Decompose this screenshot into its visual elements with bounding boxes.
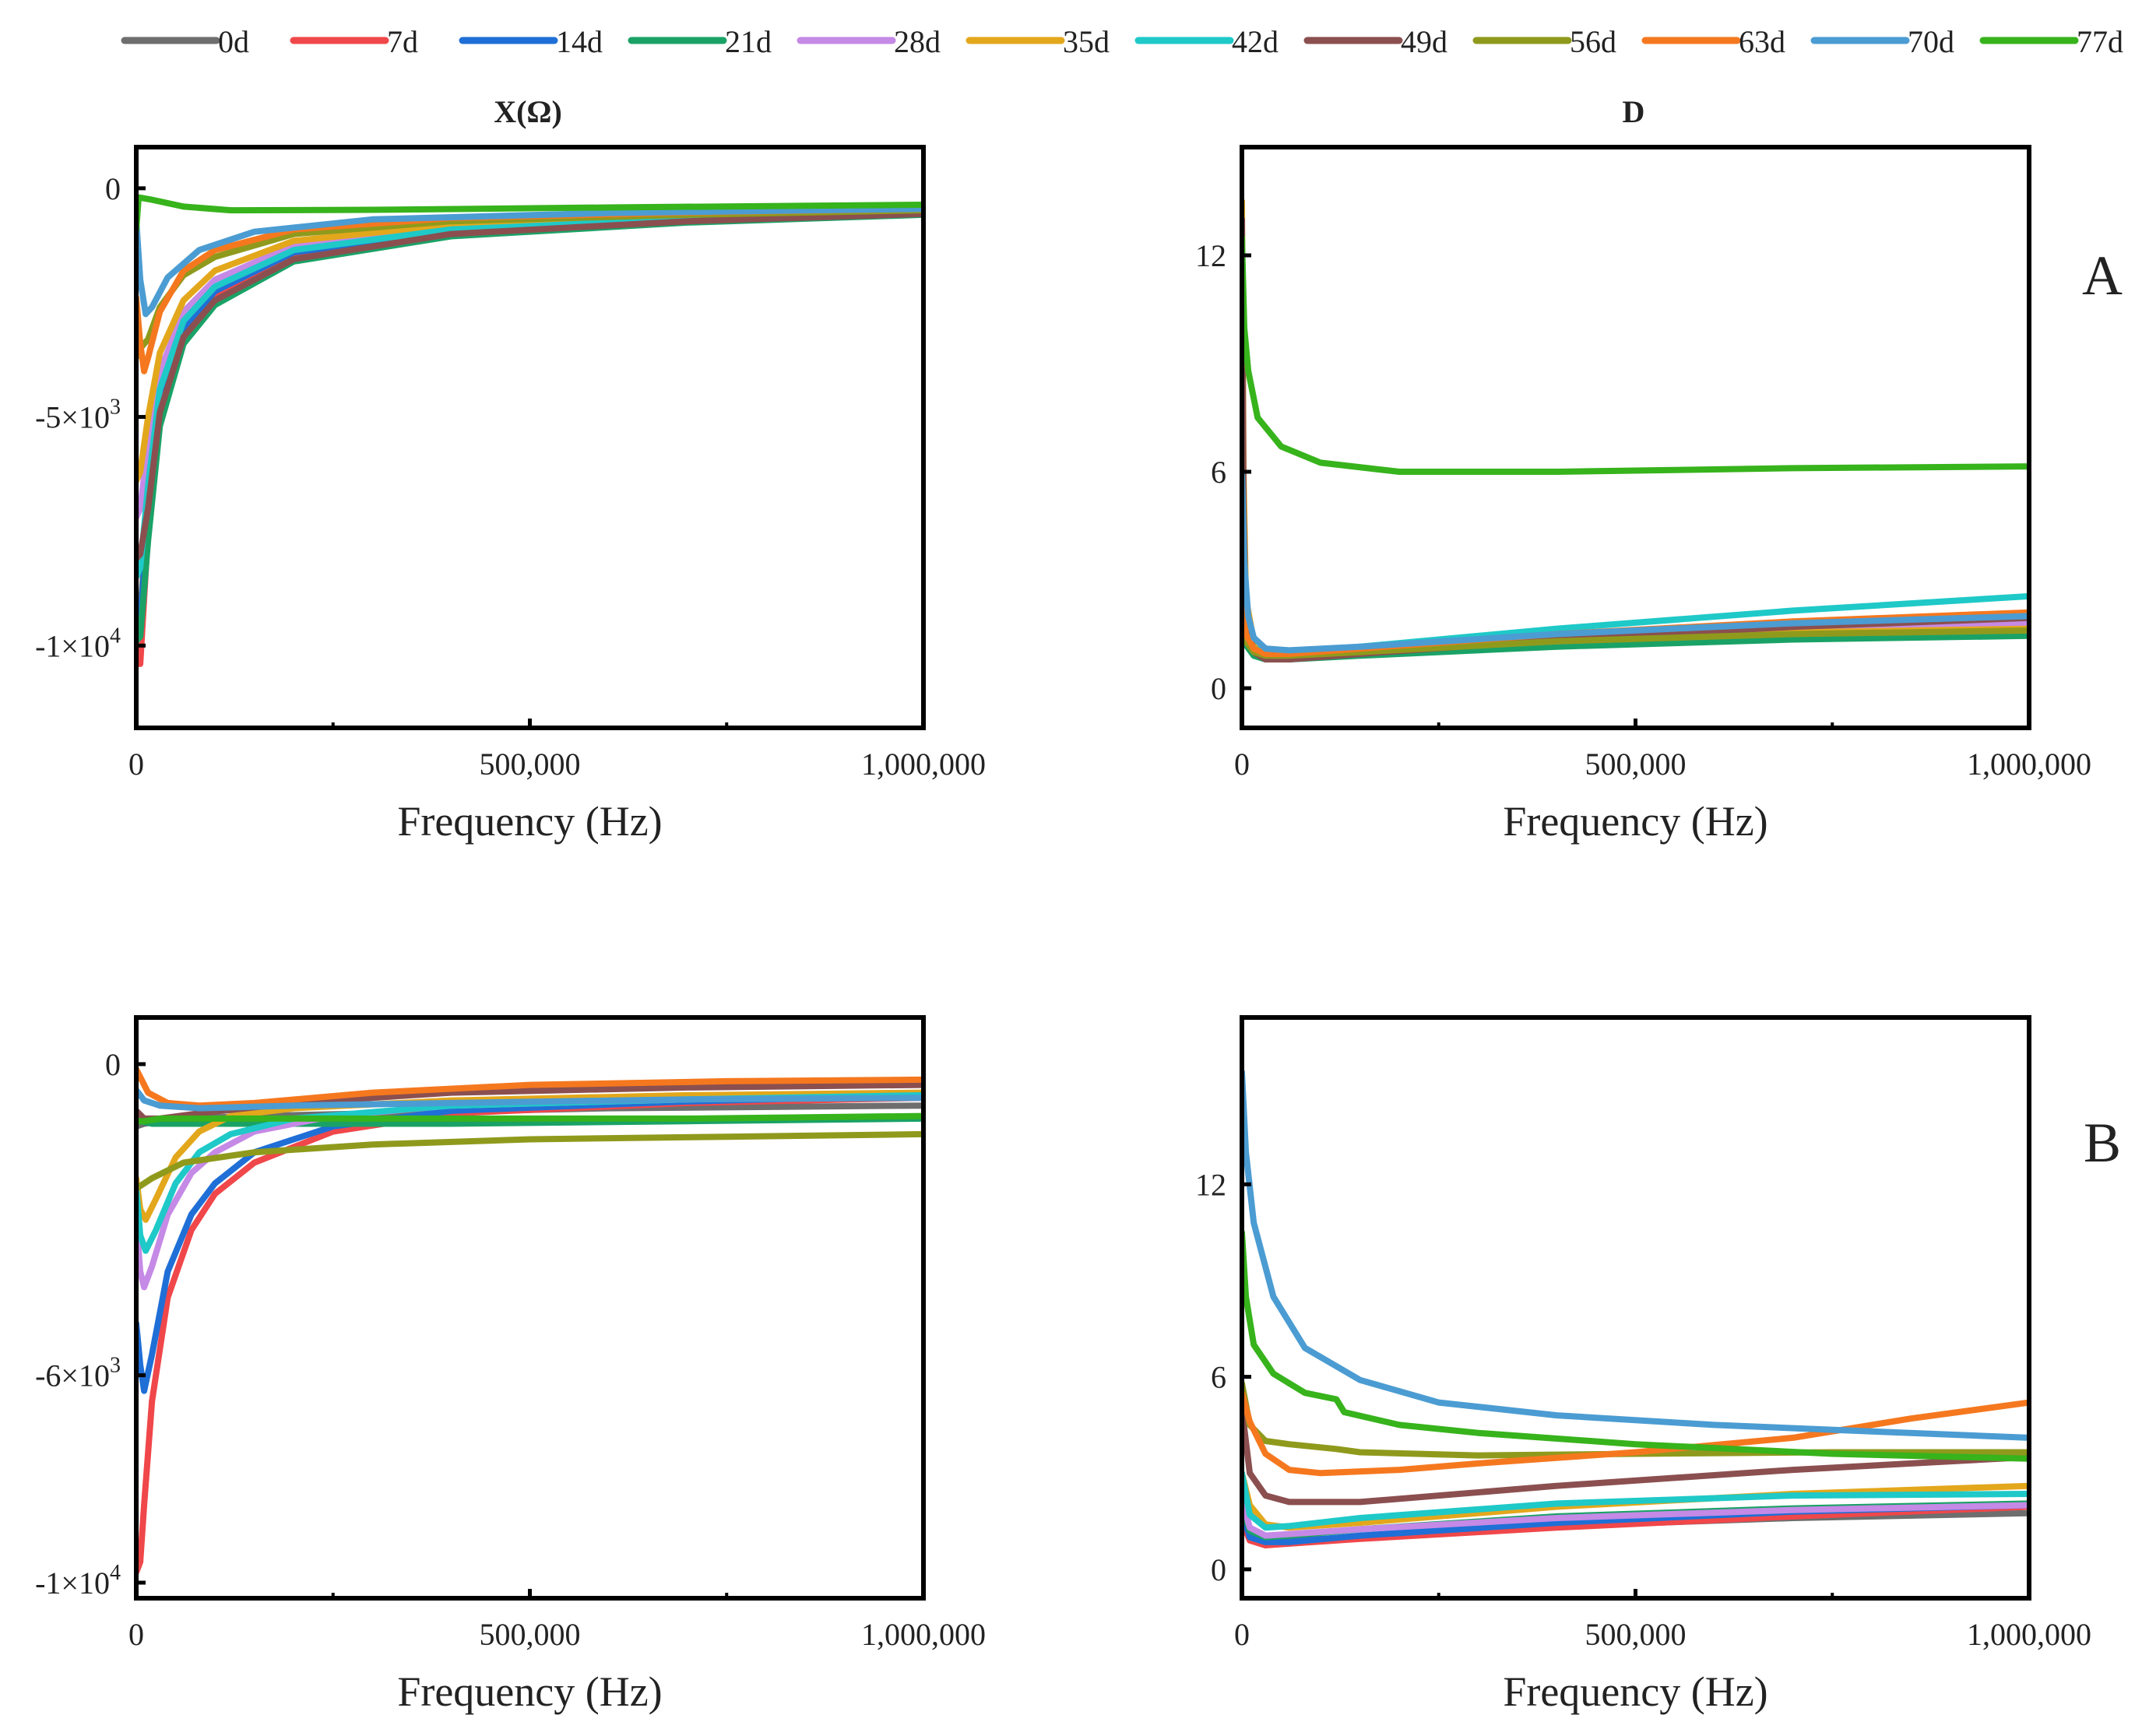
- y-tick-label: 0: [105, 1047, 121, 1082]
- x-axis-label: Frequency (Hz): [397, 798, 662, 845]
- legend-label: 21d: [725, 24, 772, 59]
- series-group: [1242, 1069, 2029, 1548]
- x-tick-label: 1,000,000: [861, 1617, 986, 1652]
- legend-label: 28d: [894, 24, 941, 59]
- series-line-77d: [136, 1112, 923, 1125]
- series-line-63d: [136, 1066, 923, 1109]
- y-tick-label: -6×103: [35, 1354, 121, 1393]
- series-line-35d: [136, 208, 923, 484]
- chart-panel-a-d: 0 500,000 1,000,000 0 6 12 Frequency (Hz): [1195, 145, 2091, 845]
- legend-item: 77d: [1979, 24, 2123, 59]
- series-line-77d: [136, 194, 923, 233]
- legend-label: 14d: [556, 24, 603, 59]
- legend-label: 77d: [2077, 24, 2123, 59]
- series-group: [1242, 198, 2029, 662]
- legend-label: 63d: [1739, 24, 1785, 59]
- series-line-14d: [136, 1091, 923, 1394]
- x-tick-label: 0: [1234, 747, 1250, 782]
- legend-item: 63d: [1641, 24, 1785, 59]
- legend-item: 14d: [459, 24, 603, 59]
- series-group: [136, 194, 923, 667]
- legend: 0d 7d 14d 21d 28d 35d 42d 49d 56d 63d 70d 77d: [121, 24, 2123, 59]
- series-line-42d: [136, 209, 923, 581]
- chart-panel-b-x: 0 500,000 1,000,000 0 -6×103 -1×104 Frequency …: [35, 1015, 986, 1715]
- series-line-56d: [136, 1130, 923, 1192]
- legend-item: 49d: [1303, 24, 1447, 59]
- x-tick-label: 1,000,000: [1967, 1617, 2091, 1652]
- legend-item: 35d: [965, 24, 1110, 59]
- legend-item: 21d: [628, 24, 772, 59]
- y-tick-label: 0: [1211, 671, 1226, 706]
- legend-label: 70d: [1908, 24, 1954, 59]
- plots: 0 500,000 1,000,000 0 -5×103 -1×104 Frequency …: [35, 145, 2091, 1715]
- y-tick-label: 12: [1195, 1167, 1226, 1202]
- series-line-7d: [136, 1095, 923, 1576]
- chart-panel-b-d: 0 500,000 1,000,000 0 6 12 Frequency (Hz): [1195, 1015, 2091, 1715]
- x-tick-label: 0: [1234, 1617, 1250, 1652]
- legend-label: 0d: [218, 24, 249, 59]
- x-tick-label: 500,000: [1585, 747, 1687, 782]
- y-tick-label: 12: [1195, 238, 1226, 273]
- x-tick-label: 500,000: [480, 747, 581, 782]
- chart-panel-a-x: 0 500,000 1,000,000 0 -5×103 -1×104 Frequency …: [35, 145, 986, 845]
- legend-label: 56d: [1570, 24, 1616, 59]
- series-line-49d: [1242, 1405, 2029, 1506]
- series-line-70d: [1242, 1069, 2029, 1441]
- series-line-70d: [136, 206, 923, 318]
- legend-label: 49d: [1401, 24, 1447, 59]
- x-tick-label: 500,000: [1585, 1617, 1687, 1652]
- series-line-77d: [1242, 1229, 2029, 1462]
- x-axis-label: Frequency (Hz): [1503, 1668, 1767, 1715]
- series-line-49d: [136, 210, 923, 562]
- series-line-70d: [136, 1087, 923, 1112]
- y-tick-label: -1×104: [35, 624, 121, 663]
- y-tick-label: 0: [1211, 1552, 1226, 1587]
- row-label-a: A: [2082, 244, 2123, 307]
- legend-item: 7d: [290, 24, 418, 59]
- legend-label: 35d: [1063, 24, 1110, 59]
- series-line-49d: [1242, 216, 2029, 662]
- legend-item: 56d: [1472, 24, 1616, 59]
- series-group: [136, 1066, 923, 1576]
- x-axis-label: Frequency (Hz): [397, 1668, 662, 1715]
- series-line-70d: [1242, 469, 2029, 654]
- series-line-42d: [1242, 1470, 2029, 1531]
- x-axis-label: Frequency (Hz): [1503, 798, 1767, 845]
- row-label-b: B: [2084, 1112, 2121, 1174]
- x-tick-label: 0: [128, 747, 144, 782]
- legend-item: 0d: [121, 24, 249, 59]
- series-line-28d: [1242, 1495, 2029, 1539]
- y-tick-label: -5×103: [35, 395, 121, 435]
- series-line-77d: [1242, 234, 2029, 475]
- legend-label: 7d: [387, 24, 418, 59]
- y-tick-label: 6: [1211, 1360, 1226, 1395]
- column-title-x: X(Ω): [494, 94, 562, 129]
- y-tick-label: 0: [105, 171, 121, 206]
- x-tick-label: 0: [128, 1617, 144, 1652]
- legend-label: 42d: [1232, 24, 1279, 59]
- x-tick-label: 500,000: [480, 1617, 581, 1652]
- legend-item: 42d: [1134, 24, 1279, 59]
- legend-item: 28d: [797, 24, 941, 59]
- y-tick-label: -1×104: [35, 1561, 121, 1601]
- y-tick-label: 6: [1211, 455, 1226, 490]
- legend-item: 70d: [1810, 24, 1954, 59]
- x-tick-label: 1,000,000: [861, 747, 986, 782]
- column-title-d: D: [1623, 94, 1645, 129]
- x-tick-label: 1,000,000: [1967, 747, 2091, 782]
- series-line-35d: [1242, 198, 2029, 655]
